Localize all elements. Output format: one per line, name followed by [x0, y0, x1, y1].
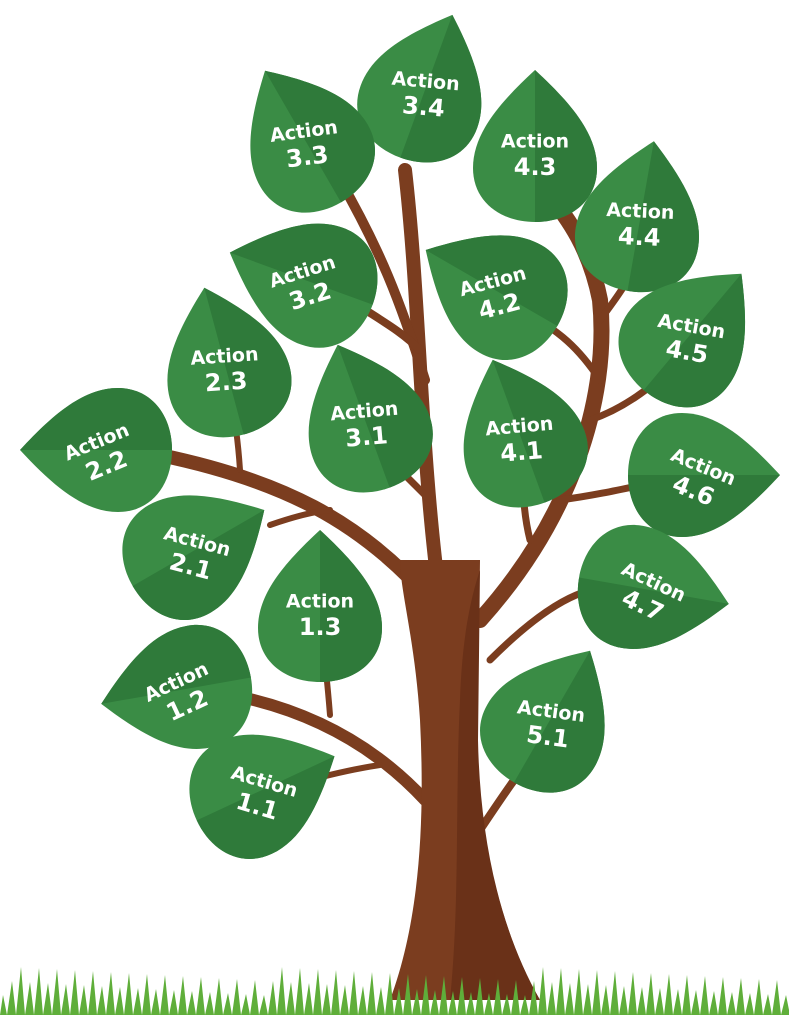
- tree-diagram: Action3.4Action3.3Action4.3Action4.4Acti…: [0, 0, 789, 1015]
- leaf-number: 3.4: [401, 91, 446, 123]
- leaf-number: 3.3: [284, 140, 330, 173]
- leaf-label: Action: [501, 131, 569, 153]
- leaf-number: 5.1: [525, 720, 571, 753]
- leaf-label: Action: [286, 591, 354, 613]
- leaf-number: 4.1: [499, 436, 544, 468]
- leaf-number: 2.3: [204, 367, 248, 398]
- leaf-label: Action: [190, 343, 259, 369]
- branch: [405, 170, 440, 600]
- leaf-number: 3.1: [344, 421, 389, 453]
- leaf-number: 1.3: [299, 613, 342, 641]
- leaf-number: 4.3: [514, 153, 557, 181]
- leaf-label: Action: [606, 199, 675, 224]
- leaf-number: 4.4: [617, 222, 661, 252]
